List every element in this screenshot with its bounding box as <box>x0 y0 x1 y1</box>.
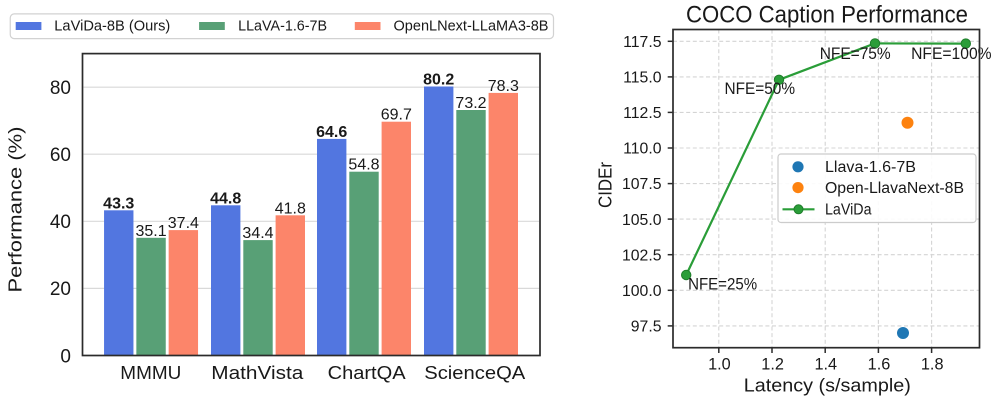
svg-text:NFE=50%: NFE=50% <box>725 80 796 98</box>
svg-text:NFE=75%: NFE=75% <box>820 45 891 63</box>
svg-text:97.5: 97.5 <box>631 319 662 336</box>
svg-text:NFE=100%: NFE=100% <box>911 45 992 63</box>
svg-text:NFE=25%: NFE=25% <box>688 276 757 294</box>
svg-text:100.0: 100.0 <box>622 283 662 300</box>
svg-text:78.3: 78.3 <box>488 78 519 95</box>
svg-text:40: 40 <box>50 212 71 233</box>
svg-text:37.4: 37.4 <box>168 215 199 232</box>
svg-text:1.0: 1.0 <box>708 356 731 374</box>
svg-text:LaViDa-8B (Ours): LaViDa-8B (Ours) <box>54 19 170 35</box>
svg-text:64.6: 64.6 <box>316 124 347 141</box>
svg-text:Latency (s/sample): Latency (s/sample) <box>744 374 911 395</box>
svg-text:107.5: 107.5 <box>622 176 662 193</box>
svg-text:COCO Caption Performance: COCO Caption Performance <box>686 1 968 28</box>
svg-text:41.8: 41.8 <box>275 200 306 217</box>
svg-text:112.5: 112.5 <box>623 105 662 122</box>
svg-text:115.0: 115.0 <box>623 70 662 87</box>
svg-text:LaViDa: LaViDa <box>825 202 872 219</box>
svg-text:MathVista: MathVista <box>211 362 304 383</box>
svg-text:MMMU: MMMU <box>120 362 181 383</box>
svg-text:117.5: 117.5 <box>623 34 662 51</box>
svg-text:Performance (%): Performance (%) <box>5 127 26 293</box>
svg-text:1.2: 1.2 <box>761 356 784 374</box>
svg-text:1.8: 1.8 <box>921 356 944 374</box>
svg-text:Open-LlavaNext-8B: Open-LlavaNext-8B <box>825 180 964 197</box>
svg-text:34.4: 34.4 <box>242 225 273 242</box>
svg-text:43.3: 43.3 <box>103 195 134 212</box>
svg-text:60: 60 <box>50 145 71 166</box>
svg-text:73.2: 73.2 <box>455 95 486 112</box>
svg-text:20: 20 <box>50 279 71 300</box>
svg-text:1.4: 1.4 <box>814 356 837 374</box>
svg-text:ScienceQA: ScienceQA <box>424 362 526 383</box>
svg-text:LLaVA-1.6-7B: LLaVA-1.6-7B <box>238 19 327 35</box>
svg-text:CIDEr: CIDEr <box>595 162 616 208</box>
svg-text:Llava-1.6-7B: Llava-1.6-7B <box>825 159 916 176</box>
svg-text:1.6: 1.6 <box>868 356 891 374</box>
svg-text:102.5: 102.5 <box>622 247 662 264</box>
svg-text:69.7: 69.7 <box>381 107 412 124</box>
svg-text:80: 80 <box>50 78 71 99</box>
svg-text:ChartQA: ChartQA <box>328 362 407 383</box>
svg-text:OpenLNext-LLaMA3-8B: OpenLNext-LLaMA3-8B <box>394 19 549 35</box>
svg-text:44.8: 44.8 <box>210 190 241 207</box>
svg-text:110.0: 110.0 <box>623 141 662 158</box>
svg-text:35.1: 35.1 <box>135 223 166 240</box>
svg-text:105.0: 105.0 <box>622 212 662 229</box>
svg-text:80.2: 80.2 <box>423 72 454 89</box>
svg-text:0: 0 <box>60 346 71 367</box>
svg-text:54.8: 54.8 <box>348 157 379 174</box>
